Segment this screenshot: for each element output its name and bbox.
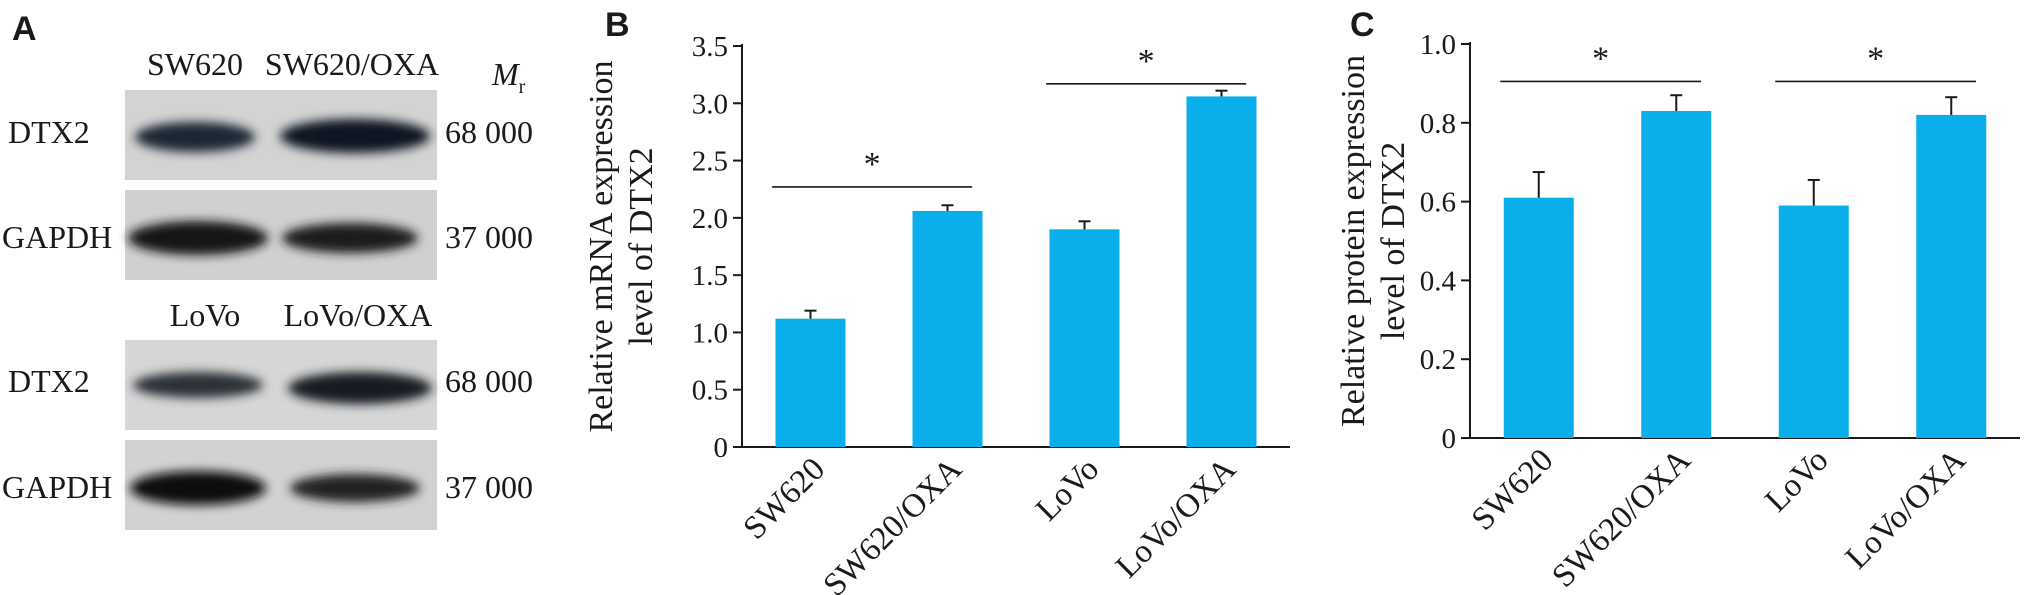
- mw-label: 68 000: [445, 363, 533, 399]
- x-tick-label: LoVo/OXA: [1839, 442, 1973, 576]
- band: [288, 372, 432, 404]
- row-label-dtx2: DTX2: [8, 363, 90, 399]
- bar-lovo: [1778, 205, 1849, 438]
- mr-label: Mr: [491, 56, 526, 98]
- x-tick-label: LoVo/OXA: [1109, 451, 1243, 585]
- y-axis-title-line: level of DTX2: [1375, 142, 1412, 340]
- lane-label-sw620-oxa: SW620/OXA: [265, 46, 439, 82]
- y-tick-label: 2.5: [692, 146, 728, 178]
- y-axis-title-line: Relative mRNA expression: [583, 60, 620, 432]
- panel-label-a: A: [12, 10, 37, 48]
- lane-label-lovo-oxa: LoVo/OXA: [284, 297, 433, 333]
- x-tick-label: SW620: [737, 451, 832, 546]
- band: [128, 221, 268, 255]
- significance-star: *: [864, 146, 881, 183]
- bar-lovo-oxa: [1916, 114, 1987, 439]
- panel-label-b: B: [605, 6, 630, 44]
- bar-sw620-oxa: [912, 210, 983, 447]
- significance-star: *: [1592, 40, 1609, 77]
- x-tick-label: SW620/OXA: [817, 451, 970, 595]
- y-tick-label: 0.5: [692, 375, 728, 407]
- band: [290, 474, 420, 502]
- mw-label: 37 000: [445, 219, 533, 255]
- mw-label: 37 000: [445, 469, 533, 505]
- x-tick-label: SW620/OXA: [1545, 442, 1698, 595]
- band: [130, 471, 266, 505]
- bar-sw620-oxa: [1641, 110, 1712, 438]
- significance-star: *: [1867, 40, 1884, 77]
- row-label-gapdh: GAPDH: [2, 219, 112, 255]
- band: [280, 119, 430, 153]
- x-tick-label: LoVo: [1759, 442, 1836, 519]
- y-tick-label: 2.0: [692, 203, 728, 235]
- y-tick-label: 0.8: [1420, 108, 1456, 140]
- lane-label-lovo: LoVo: [170, 297, 241, 333]
- bar-lovo: [1049, 229, 1120, 447]
- y-tick-label: 1.5: [692, 260, 728, 292]
- mw-label: 68 000: [445, 114, 533, 150]
- y-tick-label: 0.4: [1420, 265, 1457, 297]
- y-axis-title: Relative protein expressionlevel of DTX2: [1335, 55, 1412, 427]
- y-tick-label: 1.0: [692, 317, 728, 349]
- row-label-dtx2: DTX2: [8, 114, 90, 150]
- row-label-gapdh: GAPDH: [2, 469, 112, 505]
- bar-sw620: [775, 318, 846, 447]
- y-tick-label: 0.6: [1420, 187, 1456, 219]
- y-axis-title-line: Relative protein expression: [1335, 55, 1372, 427]
- x-tick-label: SW620: [1465, 442, 1560, 537]
- y-tick-label: 0.2: [1420, 344, 1456, 376]
- bar-sw620: [1503, 197, 1574, 438]
- x-tick-label: LoVo: [1029, 451, 1106, 528]
- y-axis-title-line: level of DTX2: [623, 147, 660, 345]
- panel-label-c: C: [1350, 6, 1375, 44]
- lane-label-sw620: SW620: [147, 46, 243, 82]
- y-axis-title: Relative mRNA expressionlevel of DTX2: [583, 60, 660, 432]
- band: [133, 372, 263, 398]
- y-tick-label: 0: [1442, 423, 1457, 455]
- y-tick-label: 0: [714, 432, 729, 464]
- y-tick-label: 3.0: [692, 88, 728, 120]
- band: [282, 223, 418, 253]
- band: [135, 122, 255, 152]
- panel-a: A SW620 SW620/OXA Mr DTX2 68 000 GAPDH 3…: [2, 10, 533, 530]
- significance-star: *: [1138, 43, 1155, 80]
- bar-lovo-oxa: [1186, 96, 1257, 447]
- y-tick-label: 1.0: [1420, 29, 1456, 61]
- y-tick-label: 3.5: [692, 31, 728, 63]
